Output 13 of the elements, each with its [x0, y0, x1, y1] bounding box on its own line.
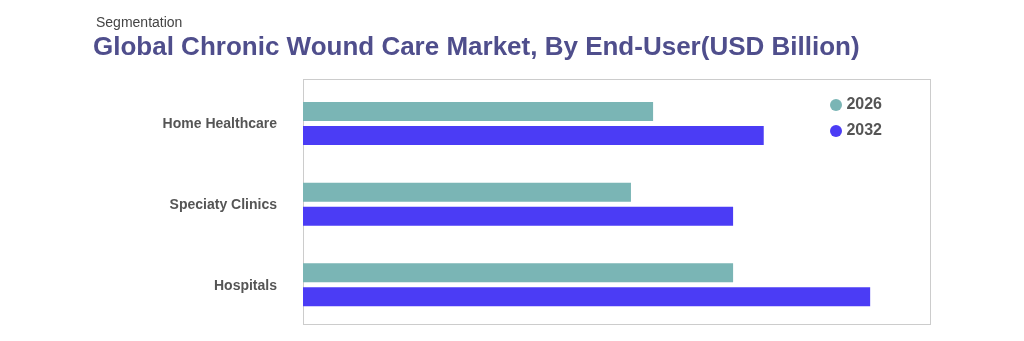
bar	[303, 206, 734, 226]
bar	[303, 102, 654, 121]
y-tick-label: Hospitals	[213, 276, 278, 293]
chart-title: Global Chronic Wound Care Market, By End-User(USD Billion)	[93, 31, 860, 62]
bar	[303, 126, 764, 145]
y-tick-label: Home Healthcare	[162, 115, 278, 132]
legend-label: 2026	[846, 95, 882, 112]
bar	[303, 287, 871, 307]
legend-label: 2032	[846, 121, 882, 138]
text: Segmentation	[96, 14, 183, 30]
bar	[303, 182, 631, 202]
bar	[303, 263, 734, 283]
y-tick-label: Speciaty Clinics	[169, 195, 278, 212]
